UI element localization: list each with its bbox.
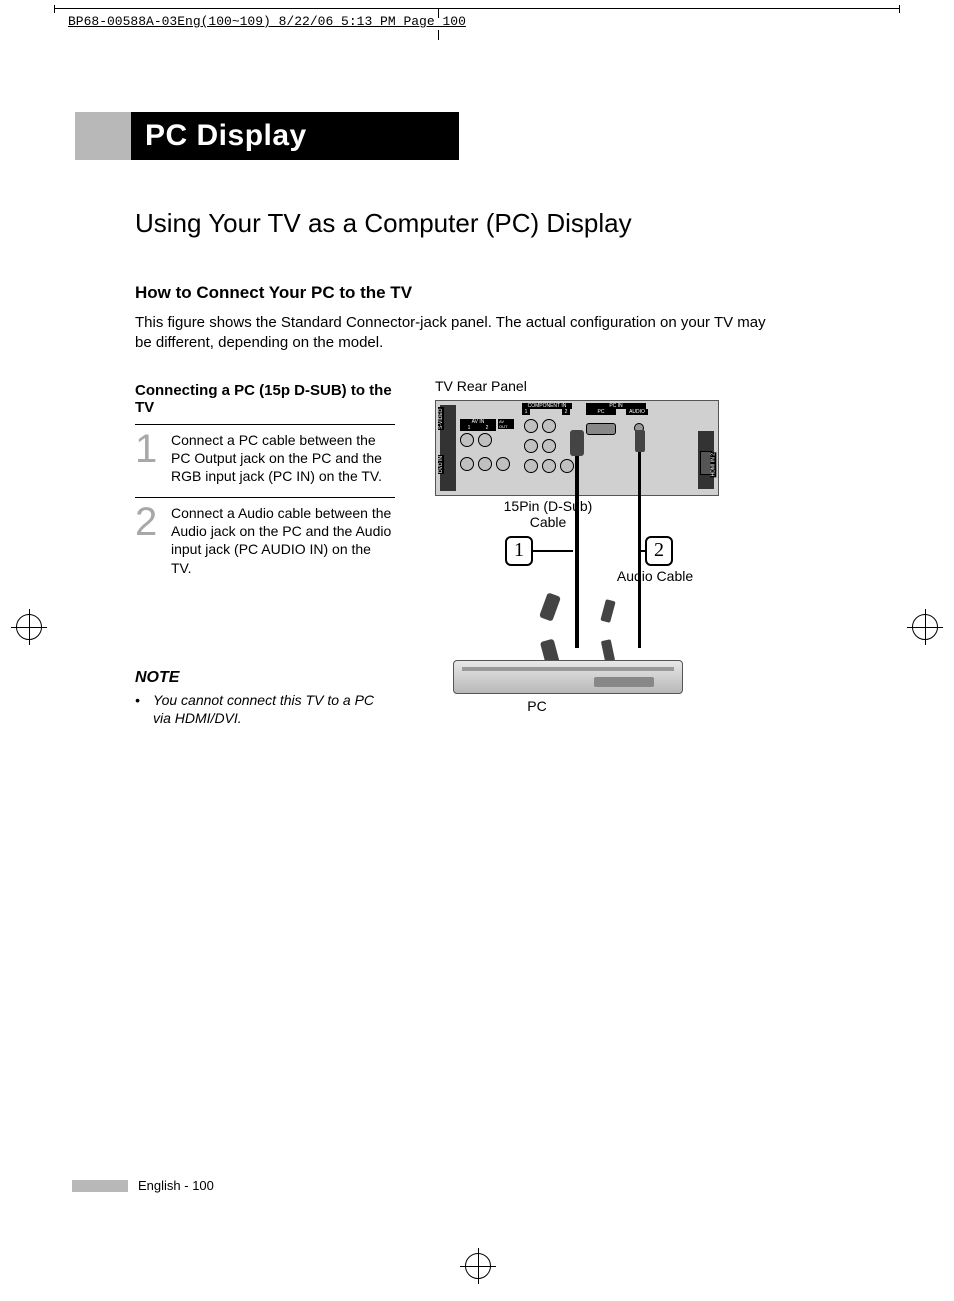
registration-mark-left: [16, 614, 42, 640]
comp-2-label: 2: [562, 409, 570, 415]
avin-1-label: 1: [460, 425, 478, 431]
sub-heading: Connecting a PC (15p D-SUB) to the TV: [135, 382, 395, 416]
dsub-cable-label: 15Pin (D-Sub) Cable: [493, 498, 603, 530]
pc-label-text: PC: [517, 698, 557, 714]
title-block: PC Display: [135, 112, 886, 160]
dsub-connector-top: [570, 430, 584, 456]
pc-image: [453, 660, 683, 694]
audio-label: AUDIO: [626, 409, 648, 415]
step-2-text: Connect a Audio cable between the Audio …: [171, 504, 395, 577]
callout-1-line: [533, 550, 573, 552]
av-port-1: [460, 433, 474, 447]
audio-connector-top: [635, 430, 645, 452]
content-columns: Connecting a PC (15p D-SUB) to the TV 1 …: [135, 382, 886, 728]
comp-port-4: [542, 439, 556, 453]
intro-text: This figure shows the Standard Connector…: [135, 313, 775, 354]
section-heading: How to Connect Your PC to the TV: [135, 283, 886, 303]
av-port-2: [478, 433, 492, 447]
comp-port-6: [542, 459, 556, 473]
comp-port-1: [524, 419, 538, 433]
pc-label: PC: [586, 409, 616, 415]
page-title: PC Display: [131, 112, 459, 160]
crop-mark-top: [54, 8, 900, 9]
diagram-callout-2: 2: [645, 536, 673, 566]
comp-port-3: [524, 439, 538, 453]
av-port-4: [478, 457, 492, 471]
callout-2-line: [641, 550, 647, 552]
registration-mark-right: [912, 614, 938, 640]
right-column: TV Rear Panel S-VIDEO DVD IN AV IN 1 2 A…: [435, 382, 886, 728]
page-content: PC Display Using Your TV as a Computer (…: [135, 112, 886, 1201]
note-block: NOTE • You cannot connect this TV to a P…: [135, 669, 395, 727]
footer-gray-bar: [72, 1180, 128, 1192]
print-header: BP68-00588A-03Eng(100~109) 8/22/06 5:13 …: [68, 14, 466, 29]
audio-cable-label: Audio Cable: [605, 568, 705, 584]
comp-port-5: [524, 459, 538, 473]
page-subtitle: Using Your TV as a Computer (PC) Display: [135, 208, 886, 239]
avin-2-label: 2: [478, 425, 496, 431]
bullet-icon: •: [135, 691, 145, 727]
dsub-connector-mid: [539, 592, 561, 621]
audio-connector-mid: [600, 599, 615, 623]
comp-1-label: 1: [522, 409, 530, 415]
footer-text: English - 100: [138, 1178, 214, 1193]
audio-connector-bot: [601, 639, 615, 663]
comp-port-7: [560, 459, 574, 473]
step-1-number: 1: [135, 431, 163, 486]
av-port-5: [496, 457, 510, 471]
vga-port: [586, 423, 616, 435]
page-footer: English - 100: [72, 1178, 214, 1193]
dsub-cable-v: [575, 456, 579, 648]
step-2-number: 2: [135, 504, 163, 577]
note-text: You cannot connect this TV to a PC via H…: [153, 691, 395, 727]
registration-mark-bottom: [465, 1253, 491, 1279]
rear-panel-label: TV Rear Panel: [435, 378, 527, 394]
step-1-text: Connect a PC cable between the PC Output…: [171, 431, 395, 486]
crop-mark-top-center2: [438, 30, 439, 40]
av-port-3: [460, 457, 474, 471]
step-2: 2 Connect a Audio cable between the Audi…: [135, 497, 395, 589]
avout-label: AV OUT: [498, 419, 514, 429]
hdmi2-label: HDMI IN 2: [710, 452, 716, 477]
dvdin-label: DVD IN: [438, 455, 444, 474]
note-heading: NOTE: [135, 669, 395, 687]
svideo-label: S-VIDEO: [438, 407, 444, 430]
step-1: 1 Connect a PC cable between the PC Outp…: [135, 424, 395, 498]
print-header-text: BP68-00588A-03Eng(100~109) 8/22/06 5:13 …: [68, 14, 466, 29]
comp-port-2: [542, 419, 556, 433]
note-item: • You cannot connect this TV to a PC via…: [135, 691, 395, 727]
diagram-callout-1: 1: [505, 536, 533, 566]
left-column: Connecting a PC (15p D-SUB) to the TV 1 …: [135, 382, 395, 728]
